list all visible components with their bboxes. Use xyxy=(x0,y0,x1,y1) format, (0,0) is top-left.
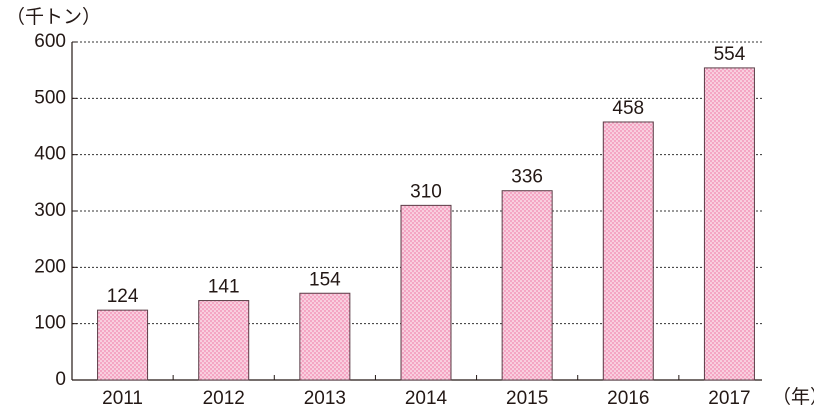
x-tick-label: 2013 xyxy=(304,388,346,409)
data-label: 154 xyxy=(309,269,341,290)
data-label: 554 xyxy=(714,44,746,65)
y-tick-label: 0 xyxy=(55,369,66,390)
x-tick-label: 2015 xyxy=(506,388,548,409)
bar xyxy=(299,292,351,381)
bar xyxy=(602,121,654,381)
x-tick-label: 2017 xyxy=(708,388,750,409)
bar xyxy=(198,300,250,381)
x-tick-label: 2011 xyxy=(102,388,143,409)
y-tick-label: 400 xyxy=(34,144,66,165)
bar xyxy=(97,309,149,381)
y-tick-label: 500 xyxy=(34,87,66,108)
data-label: 310 xyxy=(410,181,442,202)
y-tick-label: 100 xyxy=(34,313,66,334)
bar xyxy=(400,204,452,381)
x-tick-label: 2016 xyxy=(607,388,649,409)
y-tick-label: 300 xyxy=(34,200,66,221)
bar xyxy=(501,190,553,381)
y-tick-label: 200 xyxy=(34,256,66,277)
data-label: 124 xyxy=(107,286,139,307)
y-tick-label: 600 xyxy=(34,31,66,52)
data-label: 458 xyxy=(612,98,644,119)
data-label: 141 xyxy=(208,277,240,298)
bar xyxy=(703,67,755,381)
data-label: 336 xyxy=(511,167,543,188)
x-axis-label: （年） xyxy=(772,386,814,408)
x-tick-label: 2014 xyxy=(405,388,448,409)
x-tick-label: 2012 xyxy=(203,388,245,409)
y-axis-label: （千トン） xyxy=(6,6,101,28)
